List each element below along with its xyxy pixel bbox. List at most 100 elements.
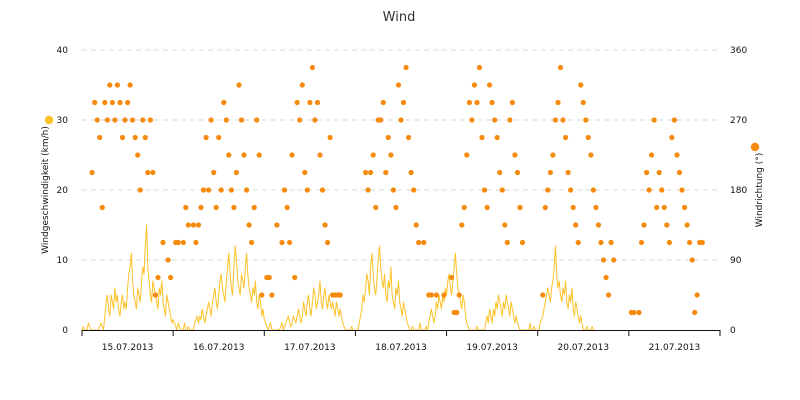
direction-point-106 [400, 99, 407, 106]
direction-point-124 [464, 152, 470, 158]
direction-point-13 [122, 117, 128, 123]
direction-point-42 [208, 117, 214, 123]
x-tick-label-5: 20.07.2013 [558, 343, 610, 353]
direction-point-32 [180, 239, 186, 246]
direction-point-71 [289, 152, 295, 158]
direction-point-173 [606, 292, 612, 298]
direction-point-149 [545, 187, 551, 193]
direction-point-23 [147, 117, 153, 123]
direction-point-145 [517, 204, 523, 211]
right-axis-title: Windrichtung (°) [750, 142, 765, 227]
y-left-tick-4: 40 [57, 46, 69, 56]
direction-point-29 [168, 274, 174, 281]
direction-point-169 [595, 222, 602, 228]
direction-point-159 [570, 204, 576, 211]
direction-point-125 [466, 99, 472, 106]
direction-point-50 [228, 187, 234, 193]
direction-point-93 [368, 169, 374, 176]
y-right-tick-1: 90 [730, 256, 742, 266]
direction-point-198 [687, 239, 693, 246]
direction-point-151 [550, 152, 556, 158]
direction-point-180 [641, 222, 647, 228]
direction-point-51 [231, 204, 237, 211]
direction-point-75 [299, 82, 305, 88]
direction-point-172 [603, 274, 609, 281]
direction-point-139 [502, 222, 508, 228]
direction-point-14 [125, 99, 131, 106]
direction-point-33 [183, 204, 189, 211]
direction-point-174 [608, 239, 614, 246]
direction-point-52 [233, 169, 239, 176]
left-axis-title: Windgeschwindigkeit (km/h) [41, 115, 54, 254]
direction-point-36 [193, 239, 199, 246]
direction-point-4 [99, 204, 105, 211]
direction-point-181 [644, 169, 650, 176]
direction-point-78 [307, 99, 313, 106]
y-right-tick-4: 360 [730, 46, 747, 56]
direction-point-158 [568, 187, 574, 193]
direction-point-16 [130, 117, 136, 123]
direction-point-83 [319, 187, 326, 193]
direction-point-44 [213, 204, 219, 211]
direction-point-6 [104, 117, 110, 123]
direction-point-27 [160, 239, 166, 246]
direction-point-138 [499, 187, 505, 193]
direction-point-193 [674, 152, 680, 158]
direction-point-143 [512, 152, 518, 158]
direction-point-54 [238, 117, 245, 123]
direction-point-135 [492, 117, 498, 123]
direction-point-15 [127, 82, 133, 88]
direction-point-111 [413, 222, 419, 228]
direction-point-167 [590, 187, 597, 193]
direction-point-2 [94, 117, 100, 123]
direction-point-189 [664, 222, 670, 228]
y-right-tick-0: 0 [730, 326, 736, 336]
direction-point-102 [390, 187, 396, 193]
direction-point-182 [646, 187, 652, 193]
direction-point-58 [249, 239, 255, 246]
direction-point-24 [150, 169, 156, 176]
direction-point-92 [365, 187, 371, 193]
direction-point-165 [585, 134, 591, 141]
direction-point-72 [292, 274, 298, 281]
direction-point-195 [679, 187, 685, 193]
direction-point-168 [593, 204, 599, 211]
direction-point-122 [459, 222, 465, 228]
direction-point-21 [142, 134, 148, 141]
direction-point-53 [236, 82, 242, 88]
direction-point-140 [504, 239, 510, 246]
direction-point-191 [669, 134, 675, 141]
direction-point-66 [274, 222, 280, 228]
direction-point-120 [454, 309, 460, 316]
direction-point-171 [600, 257, 607, 263]
direction-point-144 [514, 169, 521, 176]
direction-point-163 [580, 99, 586, 106]
direction-point-69 [284, 204, 290, 211]
direction-point-153 [555, 99, 561, 106]
direction-point-161 [575, 239, 581, 246]
direction-point-164 [583, 117, 589, 123]
direction-point-137 [497, 169, 503, 176]
direction-point-133 [487, 82, 493, 88]
x-tick-label-6: 21.07.2013 [649, 343, 701, 353]
direction-point-5 [102, 99, 108, 106]
direction-point-48 [223, 117, 229, 123]
direction-point-25 [152, 292, 158, 298]
direction-point-148 [542, 204, 548, 211]
direction-point-37 [195, 222, 202, 228]
direction-point-156 [563, 134, 569, 141]
direction-point-76 [302, 169, 308, 176]
direction-point-39 [200, 187, 207, 193]
direction-point-121 [456, 292, 462, 298]
x-tick-label-3: 18.07.2013 [375, 343, 427, 353]
direction-point-203 [699, 239, 705, 246]
direction-point-185 [654, 204, 660, 211]
direction-point-109 [408, 169, 414, 176]
direction-point-45 [216, 134, 222, 141]
direction-point-147 [540, 292, 546, 298]
direction-point-196 [682, 204, 688, 211]
direction-point-3 [97, 134, 103, 141]
direction-point-160 [573, 222, 579, 228]
direction-point-186 [656, 169, 662, 176]
